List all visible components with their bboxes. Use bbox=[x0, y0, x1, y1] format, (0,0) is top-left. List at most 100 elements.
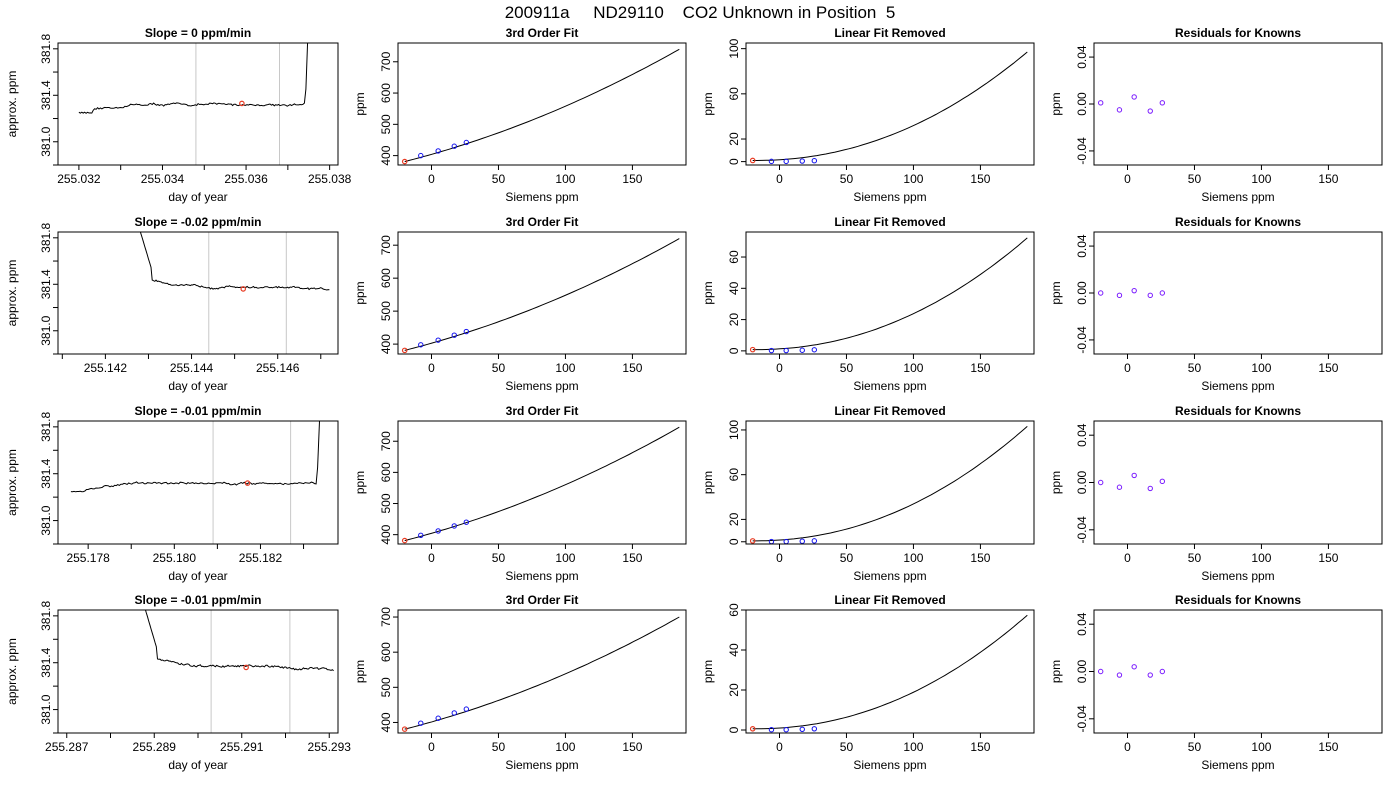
data-point bbox=[768, 158, 775, 165]
data-point bbox=[1147, 672, 1153, 678]
panel-title: Linear Fit Removed bbox=[834, 593, 945, 607]
panel-title: Residuals for Knowns bbox=[1175, 215, 1301, 229]
x-axis-label: Siemens ppm bbox=[1201, 379, 1274, 393]
data-point bbox=[1116, 484, 1123, 490]
plot-area bbox=[752, 237, 1028, 351]
panel-title: Linear Fit Removed bbox=[834, 404, 945, 418]
y-tick-label: -0.04 bbox=[1075, 326, 1089, 354]
highlight-point bbox=[243, 664, 249, 671]
y-axis-label: ppm bbox=[1049, 281, 1063, 304]
x-tick-label: 50 bbox=[492, 551, 506, 565]
x-tick-label: 50 bbox=[840, 740, 854, 754]
x-tick-label: 0 bbox=[776, 551, 783, 565]
y-tick-label: 0.00 bbox=[1075, 92, 1089, 116]
x-tick-label: 150 bbox=[970, 740, 990, 754]
plot-frame bbox=[745, 420, 1035, 545]
plot-area bbox=[139, 232, 330, 291]
plot-frame bbox=[397, 42, 687, 166]
data-point bbox=[1159, 100, 1166, 106]
fit-curve-line bbox=[752, 51, 1028, 161]
panel-title: Residuals for Knowns bbox=[1175, 26, 1301, 40]
panel-title: Residuals for Knowns bbox=[1175, 404, 1301, 418]
ppm-trace-line bbox=[70, 421, 321, 493]
y-tick-label: 0.00 bbox=[1075, 659, 1089, 683]
y-axis-label: ppm bbox=[701, 471, 715, 494]
plot-frame bbox=[745, 231, 1035, 355]
fit-curve-line bbox=[404, 238, 680, 351]
highlight-point bbox=[401, 347, 408, 354]
x-tick-label: 50 bbox=[1188, 740, 1202, 754]
x-tick-label: 255.287 bbox=[45, 740, 89, 754]
y-tick-label: 600 bbox=[379, 268, 393, 288]
x-tick-label: 0 bbox=[428, 361, 435, 375]
data-point bbox=[811, 347, 818, 353]
panel-title: 3rd Order Fit bbox=[506, 215, 579, 229]
y-axis-label: approx. ppm bbox=[5, 449, 19, 516]
plot-area bbox=[144, 610, 334, 672]
x-tick-label: 50 bbox=[840, 361, 854, 375]
x-tick-label: 0 bbox=[1124, 740, 1131, 754]
data-point bbox=[1131, 287, 1137, 294]
panel-r1-residuals: Residuals for Knowns 0 50 100 150 -0.04 0.00 0.… bbox=[1049, 26, 1383, 204]
y-tick-label: 600 bbox=[379, 83, 393, 103]
x-axis-label: Siemens ppm bbox=[853, 569, 926, 583]
x-tick-label: 0 bbox=[776, 361, 783, 375]
y-axis-label: ppm bbox=[1049, 660, 1063, 683]
x-tick-label: 0 bbox=[1124, 551, 1131, 565]
y-tick-label: 40 bbox=[727, 281, 741, 295]
x-tick-label: 50 bbox=[1188, 361, 1202, 375]
data-point bbox=[1116, 292, 1123, 299]
x-tick-label: 150 bbox=[622, 361, 642, 375]
x-tick-label: 100 bbox=[555, 361, 575, 375]
fit-curve-line bbox=[404, 616, 680, 730]
x-tick-label: 100 bbox=[1251, 740, 1271, 754]
x-axis-label: Siemens ppm bbox=[505, 190, 578, 204]
plot-frame bbox=[397, 609, 687, 734]
highlight-point bbox=[749, 538, 756, 544]
data-point bbox=[451, 523, 457, 529]
x-tick-label: 150 bbox=[622, 740, 642, 754]
x-tick-label: 0 bbox=[776, 740, 783, 754]
y-tick-label: 700 bbox=[379, 431, 393, 451]
data-point bbox=[783, 727, 789, 733]
data-point bbox=[463, 328, 470, 335]
x-tick-label: 0 bbox=[428, 551, 435, 565]
panel-title: Slope = -0.02 ppm/min bbox=[134, 215, 261, 229]
x-tick-label: 150 bbox=[622, 551, 642, 565]
x-tick-label: 50 bbox=[492, 172, 506, 186]
x-tick-label: 50 bbox=[840, 551, 854, 565]
plot-frame bbox=[57, 231, 339, 355]
highlight-point bbox=[244, 480, 251, 486]
panel-r3-linear-fit-removed: Linear Fit Removed 0 50 100 150 0 20 60 100 Sieme… bbox=[701, 404, 1035, 583]
ppm-trace-line bbox=[78, 43, 309, 114]
data-point bbox=[418, 342, 424, 348]
data-point bbox=[783, 158, 789, 165]
x-tick-label: 0 bbox=[776, 172, 783, 186]
data-point bbox=[783, 347, 789, 354]
plot-frame bbox=[57, 42, 339, 166]
data-point bbox=[1097, 100, 1104, 106]
data-point bbox=[799, 158, 805, 164]
x-tick-label: 150 bbox=[1318, 172, 1338, 186]
x-tick-label: 255.036 bbox=[224, 172, 268, 186]
x-tick-label: 0 bbox=[1124, 172, 1131, 186]
highlight-point bbox=[401, 537, 408, 544]
data-point bbox=[768, 347, 775, 354]
data-point bbox=[1159, 478, 1166, 485]
data-point bbox=[799, 726, 805, 732]
y-axis-label: ppm bbox=[353, 660, 367, 683]
y-axis-label: ppm bbox=[701, 281, 715, 304]
data-point bbox=[418, 720, 424, 726]
x-tick-label: 100 bbox=[1251, 172, 1271, 186]
x-axis-label: Siemens ppm bbox=[1201, 758, 1274, 772]
x-tick-label: 0 bbox=[428, 172, 435, 186]
data-point bbox=[418, 532, 424, 538]
plot-area bbox=[70, 421, 321, 493]
y-tick-label: 400 bbox=[379, 145, 393, 165]
x-tick-label: 150 bbox=[970, 551, 990, 565]
y-tick-label: 0 bbox=[727, 726, 741, 733]
panel-title: Linear Fit Removed bbox=[834, 215, 945, 229]
x-tick-label: 150 bbox=[970, 361, 990, 375]
data-point bbox=[1097, 668, 1104, 675]
data-point bbox=[811, 726, 818, 732]
